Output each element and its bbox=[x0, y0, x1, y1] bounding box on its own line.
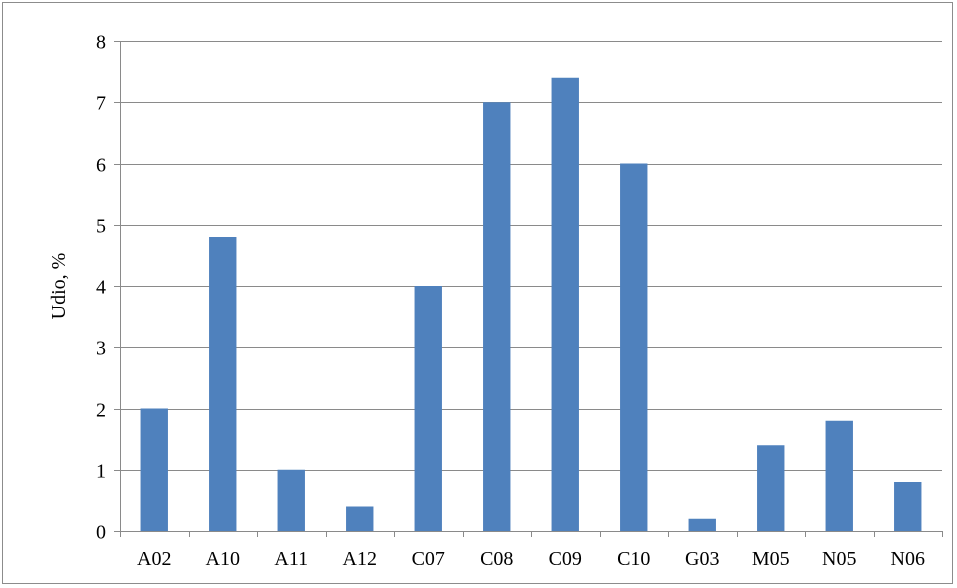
x-tick-label: A10 bbox=[206, 548, 240, 570]
axes bbox=[114, 41, 943, 537]
bar-n06 bbox=[894, 482, 922, 531]
bar-a12 bbox=[346, 506, 374, 531]
bar-m05 bbox=[757, 445, 785, 531]
x-tick-label: N05 bbox=[822, 548, 856, 570]
y-tick-label: 2 bbox=[96, 400, 106, 422]
y-axis-title: Udio, % bbox=[48, 253, 70, 320]
y-tick-label: 4 bbox=[96, 277, 106, 299]
bar-a02 bbox=[140, 408, 168, 531]
bar-c10 bbox=[620, 163, 648, 531]
x-tick-label: C09 bbox=[549, 548, 582, 570]
bar-n05 bbox=[825, 420, 853, 531]
y-tick-label: 1 bbox=[96, 461, 106, 483]
x-tick-label: A02 bbox=[137, 548, 171, 570]
y-tick-label: 3 bbox=[96, 338, 106, 360]
y-tick-label: 8 bbox=[96, 32, 106, 54]
bar-a10 bbox=[209, 237, 237, 531]
y-tick-label: 6 bbox=[96, 155, 106, 177]
bar-a11 bbox=[277, 469, 305, 531]
bar-c07 bbox=[414, 286, 442, 531]
y-tick-label: 0 bbox=[96, 522, 106, 544]
x-tick-label: M05 bbox=[752, 548, 790, 570]
gridlines bbox=[114, 41, 942, 471]
x-tick-label: G03 bbox=[685, 548, 719, 570]
bar-chart: 0 1 2 3 4 5 6 7 8 A02 A10 A11 A12 C07 C08 C09 C10 G03 M05… bbox=[48, 32, 943, 570]
bar-c08 bbox=[483, 102, 511, 531]
x-tick-label: C10 bbox=[617, 548, 650, 570]
y-tick-labels: 0 1 2 3 4 5 6 7 8 bbox=[96, 32, 106, 544]
y-tick-label: 7 bbox=[96, 93, 106, 115]
x-tick-label: A12 bbox=[343, 548, 377, 570]
x-tick-labels: A02 A10 A11 A12 C07 C08 C09 C10 G03 M05 N05 N06 bbox=[137, 548, 925, 570]
x-tick-label: C08 bbox=[480, 548, 513, 570]
x-tick-label: C07 bbox=[412, 548, 445, 570]
bar-g03 bbox=[688, 518, 716, 531]
x-tick-label: A11 bbox=[274, 548, 308, 570]
y-tick-label: 5 bbox=[96, 216, 106, 238]
bars bbox=[140, 77, 922, 531]
x-tick-label: N06 bbox=[891, 548, 925, 570]
bar-c09 bbox=[551, 77, 579, 531]
